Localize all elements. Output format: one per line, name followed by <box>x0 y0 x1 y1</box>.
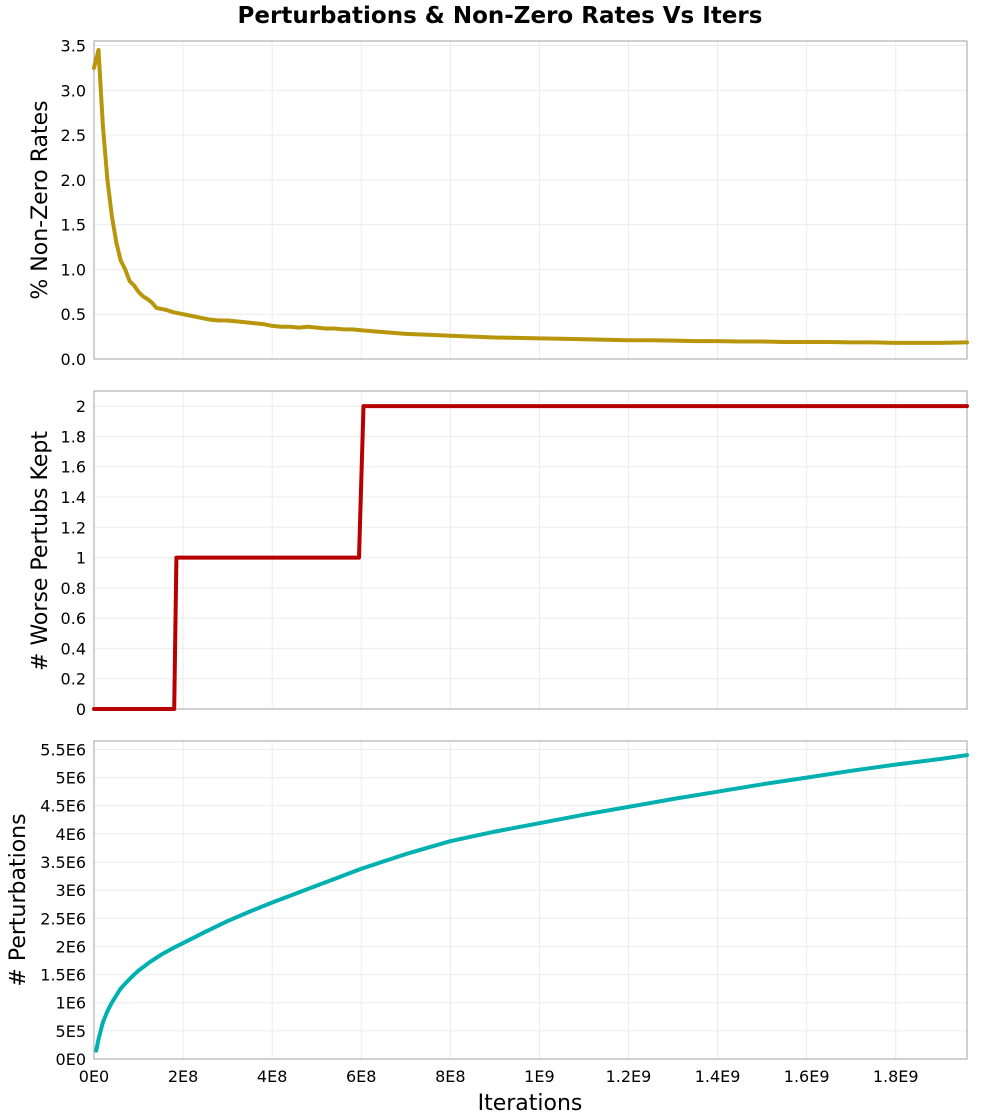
y-axis-label: # Perturbations <box>6 813 31 986</box>
panel-perturbations: 0E0 5E5 1E6 1.5E6 2E6 2.5E6 3E6 3.5E6 4E6 4.5E6 5E… <box>6 740 969 1069</box>
x-tick-label: 1.8E9 <box>873 1067 919 1086</box>
y-tick-label: 2.5E6 <box>40 909 86 928</box>
y-tick-label: 0.2 <box>61 670 86 689</box>
y-tick-label: 4.5E6 <box>40 797 86 816</box>
y-axis-label: % Non-Zero Rates <box>28 100 53 299</box>
y-tick-label: 1 <box>76 549 86 568</box>
x-tick-label: 4E8 <box>257 1067 287 1086</box>
y-axis-label: # Worse Pertubs Kept <box>28 431 53 671</box>
y-tick-label: 5.5E6 <box>40 740 86 759</box>
y-tick-label: 4E6 <box>56 825 86 844</box>
y-tick-label: 0E0 <box>56 1050 86 1069</box>
y-tick-label: 1.8 <box>61 427 86 446</box>
y-tick-label: 0.0 <box>61 350 86 369</box>
plot-frame <box>93 40 968 360</box>
y-tick-label: 5E5 <box>56 1022 86 1041</box>
x-tick-label: 8E8 <box>435 1067 465 1086</box>
series-line-nonzero-rates <box>92 48 969 345</box>
x-tick-label: 1.2E9 <box>606 1067 652 1086</box>
y-tick-label: 1.5 <box>61 216 86 235</box>
y-tick-label: 0 <box>76 700 86 719</box>
y-tick-label: 2.5 <box>61 126 86 145</box>
panel-nonzero-rates: 0.0 0.5 1.0 1.5 2.0 2.5 3.0 3.5 % Non-Zero Rate… <box>28 36 969 369</box>
x-tick-label: 6E8 <box>346 1067 376 1086</box>
x-axis-label: Iterations <box>478 1091 583 1116</box>
y-tick-label: 0.8 <box>61 579 86 598</box>
y-tick-label: 1.2 <box>61 518 86 537</box>
y-tick-label: 2 <box>76 397 86 416</box>
y-tick-label: 3.5 <box>61 36 86 55</box>
x-tick-label: 1.4E9 <box>695 1067 741 1086</box>
x-tick-label: 1E9 <box>524 1067 554 1086</box>
x-axis: 0E0 2E8 4E8 6E8 8E8 1E9 1.2E9 1.4E9 1.6E9 1.8E9 <box>79 1067 919 1086</box>
panel-worse-pertubs-kept: 0 0.2 0.4 0.6 0.8 1 1.2 1.4 1.6 1.8 2 # Worse Pert… <box>28 390 969 719</box>
series-line-worse-pertubs-kept <box>92 404 969 711</box>
y-tick-label: 1.0 <box>61 260 86 279</box>
y-tick-label: 3E6 <box>56 881 86 900</box>
y-tick-label: 0.6 <box>61 609 86 628</box>
plot-frame <box>93 390 968 710</box>
x-tick-label: 1.6E9 <box>784 1067 830 1086</box>
y-tick-label: 1.4 <box>61 488 86 507</box>
y-tick-label: 1.6 <box>61 458 86 477</box>
y-tick-label: 3.5E6 <box>40 853 86 872</box>
y-tick-label: 5E6 <box>56 769 86 788</box>
y-tick-label: 2.0 <box>61 171 86 190</box>
y-tick-label: 0.5 <box>61 305 86 324</box>
y-tick-label: 3.0 <box>61 81 86 100</box>
x-tick-label: 2E8 <box>168 1067 198 1086</box>
plot-frame <box>93 740 968 1060</box>
y-tick-label: 1E6 <box>56 994 86 1013</box>
series-line-perturbations <box>94 753 969 1053</box>
y-tick-label: 0.4 <box>61 639 86 658</box>
chart-title: Perturbations & Non-Zero Rates Vs Iters <box>238 3 763 29</box>
x-tick-label: 0E0 <box>79 1067 109 1086</box>
y-tick-label: 1.5E6 <box>40 966 86 985</box>
y-tick-label: 2E6 <box>56 937 86 956</box>
